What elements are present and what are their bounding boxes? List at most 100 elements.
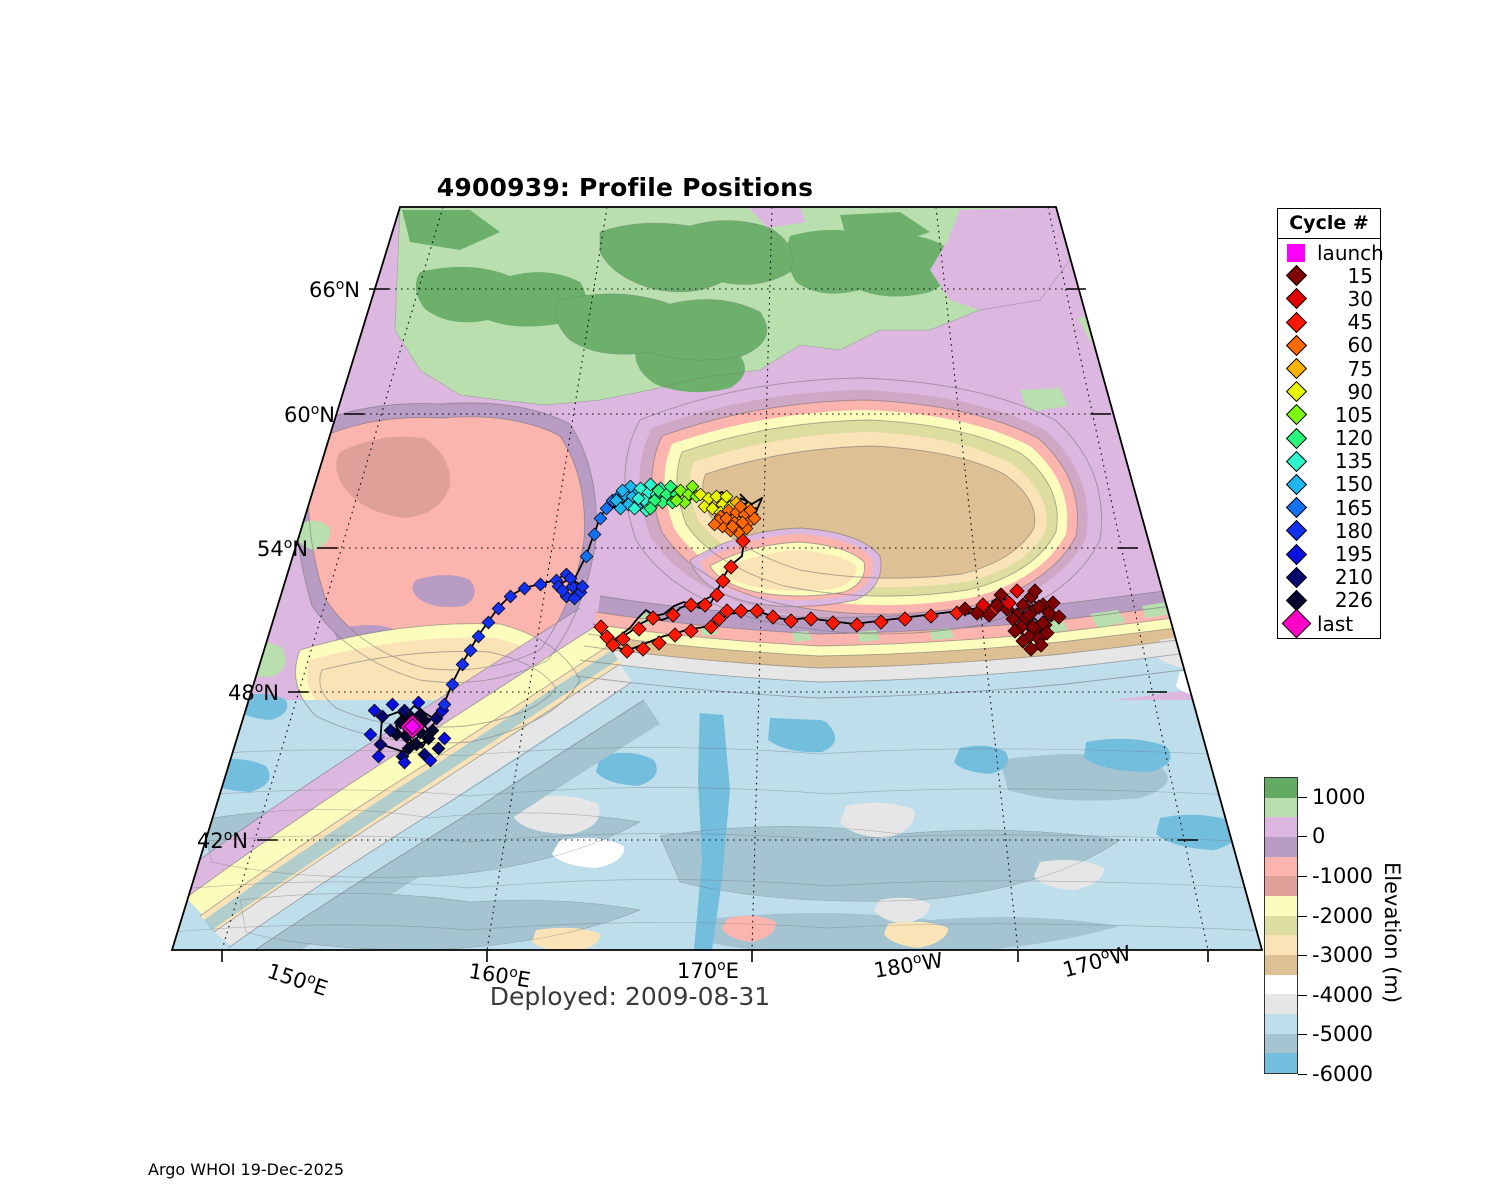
colorbar-band-11 bbox=[1265, 994, 1297, 1014]
colorbar-band-9 bbox=[1265, 954, 1297, 975]
legend-label-15: 15 bbox=[1347, 263, 1373, 288]
lat-tick-label-48: 48oN bbox=[227, 680, 279, 705]
colorbar-band-8 bbox=[1265, 935, 1297, 955]
colorbar-band-5 bbox=[1265, 876, 1297, 896]
lat-tick-label-54: 54oN bbox=[256, 536, 308, 561]
profile-position-markers bbox=[363, 477, 1067, 770]
legend-item-launch[interactable]: launch bbox=[1278, 241, 1384, 264]
legend-item-165[interactable]: 165 bbox=[1278, 496, 1380, 519]
colorbar-band-7 bbox=[1265, 915, 1297, 936]
map-frame bbox=[170, 206, 1264, 951]
legend-label-120: 120 bbox=[1334, 426, 1373, 451]
legend-marker-30-icon bbox=[1281, 288, 1311, 310]
deployed-date-label: Deployed: 2009-08-31 bbox=[489, 982, 771, 1011]
colorbar-band-3 bbox=[1265, 836, 1297, 857]
legend-marker-120-icon bbox=[1281, 427, 1311, 449]
legend-label-210: 210 bbox=[1334, 565, 1373, 590]
legend-label-60: 60 bbox=[1347, 333, 1373, 358]
legend-item-135[interactable]: 135 bbox=[1278, 450, 1380, 473]
legend-item-120[interactable]: 120 bbox=[1278, 427, 1380, 450]
legend-item-45[interactable]: 45 bbox=[1278, 311, 1380, 334]
legend-label-105: 105 bbox=[1334, 402, 1373, 427]
legend-item-210[interactable]: 210 bbox=[1278, 566, 1380, 589]
legend-item-15[interactable]: 15 bbox=[1278, 264, 1380, 287]
legend-label-135: 135 bbox=[1334, 449, 1373, 474]
legend-label-90: 90 bbox=[1347, 379, 1373, 404]
legend-label-last: last bbox=[1317, 611, 1354, 636]
colorbar-tick-label--6000: -6000 bbox=[1312, 1062, 1374, 1086]
legend-marker-60-icon bbox=[1281, 334, 1311, 356]
colorbar-band-0 bbox=[1265, 778, 1297, 798]
colorbar-band-10 bbox=[1265, 974, 1297, 995]
colorbar-tick-label--5000: -5000 bbox=[1312, 1022, 1374, 1047]
legend-marker-210-icon bbox=[1281, 566, 1311, 588]
colorbar-tick-0 bbox=[1298, 836, 1307, 838]
colorbar-tick-label-1000: 1000 bbox=[1312, 784, 1366, 809]
legend-label-75: 75 bbox=[1347, 356, 1373, 381]
legend-marker-195-icon bbox=[1281, 543, 1311, 565]
colorbar-axis-label: Elevation (m) bbox=[1380, 862, 1404, 1004]
cycle-legend-items: launch 15 30 45 60 75 90 105 120 135 150 165 180 195 2… bbox=[1278, 239, 1384, 639]
colorbar-tick-label--4000: -4000 bbox=[1312, 982, 1374, 1007]
legend-item-180[interactable]: 180 bbox=[1278, 519, 1380, 542]
footer-credit: Argo WHOI 19-Dec-2025 bbox=[148, 1160, 345, 1179]
colorbar-tick-label--3000: -3000 bbox=[1312, 943, 1374, 968]
page-title: 4900939: Profile Positions bbox=[436, 173, 814, 202]
float-trajectory bbox=[379, 489, 1051, 753]
colorbar-band-1 bbox=[1265, 797, 1297, 818]
legend-marker-150-icon bbox=[1281, 473, 1311, 496]
lat-tick-label-66: 66oN bbox=[308, 277, 360, 302]
lon-tick-label-170w: 170oW bbox=[1060, 940, 1134, 983]
colorbar-tick-label-0: 0 bbox=[1312, 824, 1326, 849]
legend-label-180: 180 bbox=[1334, 518, 1373, 543]
colorbar-tick-1000 bbox=[1298, 796, 1307, 798]
lat-tick-marks bbox=[257, 288, 1198, 841]
colorbar-band-2 bbox=[1265, 817, 1297, 837]
legend-marker-226-icon bbox=[1281, 589, 1311, 612]
legend-item-150[interactable]: 150 bbox=[1278, 473, 1380, 496]
legend-marker-last-icon bbox=[1281, 608, 1311, 639]
map-graticule bbox=[221, 207, 1209, 950]
legend-marker-165-icon bbox=[1281, 497, 1311, 519]
cycle-legend: Cycle # launch 15 30 45 60 75 90 105 120 135 150 16… bbox=[1277, 208, 1384, 640]
launch-position-marker bbox=[404, 718, 421, 735]
legend-marker-90-icon bbox=[1281, 381, 1311, 403]
colorbar-tick-label--2000: -2000 bbox=[1312, 903, 1374, 928]
legend-label-launch: launch bbox=[1317, 240, 1384, 265]
colorbar-band-14 bbox=[1265, 1053, 1297, 1073]
legend-item-75[interactable]: 75 bbox=[1278, 357, 1380, 380]
map-bathymetry-layer bbox=[172, 207, 1262, 950]
legend-marker-180-icon bbox=[1281, 520, 1311, 542]
legend-item-195[interactable]: 195 bbox=[1278, 542, 1380, 565]
lon-tick-label-150e: 150oE bbox=[264, 958, 331, 1001]
lat-tick-label-60: 60oN bbox=[283, 402, 335, 427]
colorbar-band-6 bbox=[1265, 895, 1297, 916]
legend-marker-75-icon bbox=[1281, 357, 1311, 380]
colorbar-tick--5000 bbox=[1298, 1034, 1307, 1036]
colorbar-band-13 bbox=[1265, 1033, 1297, 1054]
lat-tick-label-42: 42oN bbox=[196, 828, 248, 853]
colorbar-tick--3000 bbox=[1298, 955, 1307, 957]
colorbar-tick--6000 bbox=[1298, 1074, 1307, 1075]
legend-item-last[interactable]: last bbox=[1278, 608, 1380, 639]
legend-item-90[interactable]: 90 bbox=[1278, 380, 1380, 403]
legend-label-165: 165 bbox=[1334, 495, 1373, 520]
legend-label-195: 195 bbox=[1334, 542, 1373, 567]
elevation-colorbar: 1000 0 -1000 -2000 -3000 -4000 -5000 -6000 bbox=[1264, 777, 1373, 1086]
colorbar-tick--2000 bbox=[1298, 915, 1307, 917]
legend-marker-15-icon bbox=[1281, 265, 1311, 287]
legend-item-226[interactable]: 226 bbox=[1278, 589, 1380, 612]
legend-item-60[interactable]: 60 bbox=[1278, 334, 1380, 357]
colorbar-tick--4000 bbox=[1298, 994, 1307, 996]
legend-marker-105-icon bbox=[1281, 404, 1311, 426]
legend-label-30: 30 bbox=[1347, 286, 1373, 311]
legend-label-150: 150 bbox=[1334, 472, 1373, 497]
cycle-legend-title: Cycle # bbox=[1278, 209, 1380, 239]
colorbar-tick-label--1000: -1000 bbox=[1312, 864, 1374, 888]
legend-item-30[interactable]: 30 bbox=[1278, 287, 1380, 310]
colorbar-band-12 bbox=[1265, 1013, 1297, 1034]
legend-item-105[interactable]: 105 bbox=[1278, 403, 1380, 426]
legend-marker-45-icon bbox=[1281, 311, 1311, 333]
colorbar-gradient bbox=[1264, 777, 1298, 1074]
lon-tick-label-170e: 170oE bbox=[677, 958, 739, 983]
